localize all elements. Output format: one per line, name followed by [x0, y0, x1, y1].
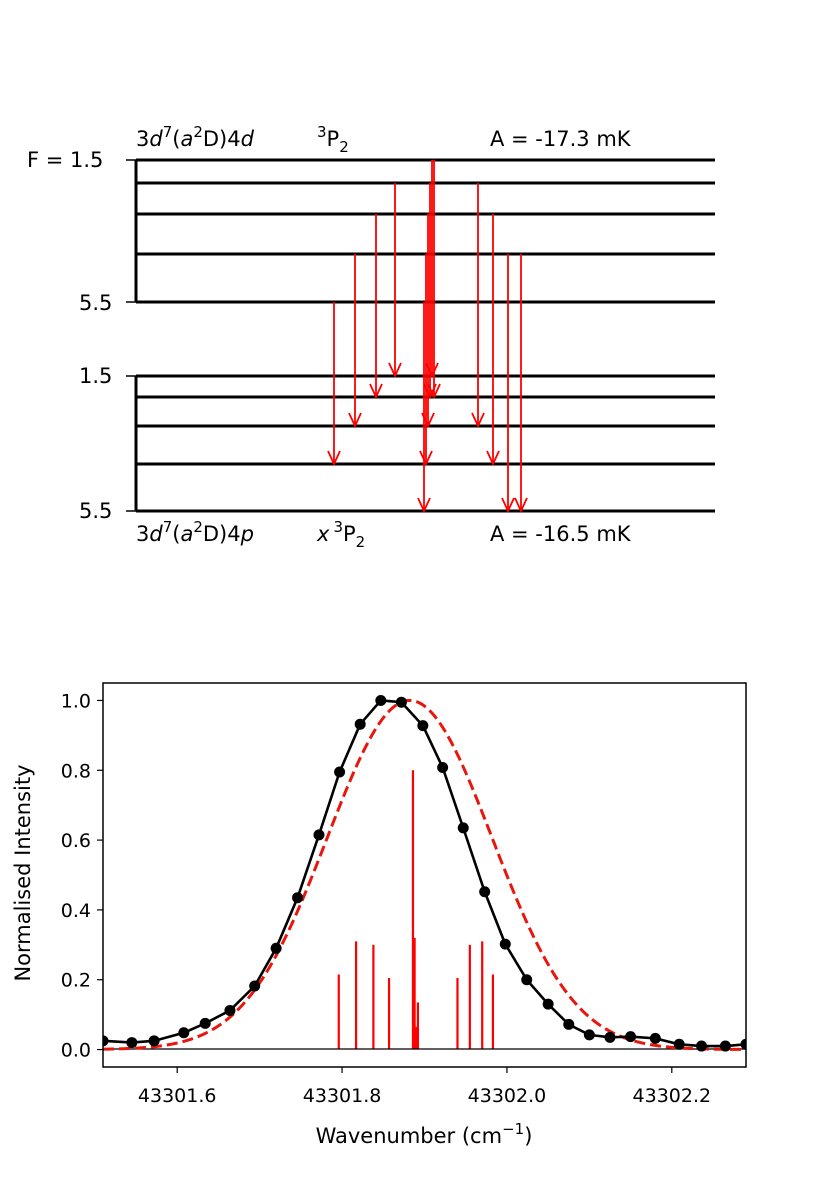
transition-arrow [327, 302, 341, 467]
y-tick-label: 1.0 [61, 690, 91, 712]
transition-arrow [348, 254, 362, 429]
data-point [375, 694, 387, 706]
fit-curve [103, 698, 746, 1051]
data-point [499, 938, 511, 950]
y-tick-label: 0.6 [61, 830, 91, 852]
x-tick-label: 43302.0 [468, 1085, 547, 1107]
transition-arrow [369, 214, 383, 400]
data-point [625, 1031, 637, 1043]
data-point [199, 1017, 211, 1029]
transition-arrow [388, 183, 402, 379]
data-point [249, 980, 261, 992]
data-point [224, 1004, 236, 1016]
data-point [270, 942, 282, 954]
data-point [719, 1040, 731, 1052]
upper-f-bottom-label: 5.5 [79, 291, 112, 315]
plot-frame [102, 682, 747, 1068]
spectrum-plot: 43301.6 43301.8 43302.0 43302.2 0.00.20.40.… [11, 682, 747, 1148]
y-tick-label: 0.2 [61, 970, 91, 992]
upper-f-top-label: F = 1.5 [27, 148, 103, 172]
data-point [649, 1032, 661, 1044]
data-point [354, 718, 366, 730]
stick-spectrum [337, 770, 495, 1050]
y-tick-label: 0.8 [61, 760, 91, 782]
lower-f-bottom-label: 5.5 [79, 499, 112, 523]
transition-arrow [421, 214, 435, 429]
data-point [457, 822, 469, 834]
transition-arrow [425, 160, 439, 379]
x-tick-label: 43301.8 [303, 1085, 382, 1107]
upper-hfs-constant: A = -17.3 mK [490, 127, 632, 151]
x-axis-label-sup: −1 [502, 1120, 524, 1138]
data-point [126, 1037, 138, 1049]
x-axis-ticks: 43301.6 43301.8 43302.0 43302.2 [138, 1067, 711, 1107]
transition-arrow [427, 160, 441, 400]
y-axis-label: Normalised Intensity [11, 764, 35, 981]
x-tick-label: 43301.6 [138, 1085, 217, 1107]
x-axis-label-end: ) [524, 1124, 532, 1148]
data-point [417, 720, 429, 732]
lower-hfs-constant: A = -16.5 mK [490, 522, 632, 546]
lower-term-label: x 3P2 [316, 518, 365, 551]
data-point [583, 1029, 595, 1041]
transition-arrow [419, 254, 433, 467]
upper-configuration-label: 3d7(a2D)4d [136, 123, 255, 151]
data-point [334, 766, 346, 778]
data-point [313, 829, 325, 841]
upper-term-label: 3P2 [317, 123, 349, 156]
data-layer [103, 694, 746, 1052]
lower-configuration-label: 3d7(a2D)4p [136, 518, 254, 546]
y-axis-ticks: 0.0 0.2 0.4 0.6 0.8 1.0 [61, 690, 103, 1062]
data-point [437, 761, 449, 773]
y-tick-label: 0.4 [61, 900, 91, 922]
data-point [563, 1018, 575, 1030]
transition-arrow [486, 214, 500, 467]
transition-arrow [471, 183, 485, 429]
x-axis-label-main: Wavenumber (cm [316, 1124, 502, 1148]
data-point [542, 998, 554, 1010]
data-point [604, 1031, 616, 1043]
data-point [148, 1035, 160, 1047]
transition-arrows [327, 160, 528, 514]
lower-f-top-label: 1.5 [79, 364, 112, 388]
data-point [292, 892, 304, 904]
x-tick-label: 43302.2 [633, 1085, 712, 1107]
data-point [395, 696, 407, 708]
transition-arrow [501, 254, 515, 514]
data-point [695, 1040, 707, 1052]
data-point [479, 886, 491, 898]
fit-layer [103, 698, 746, 1051]
data-point [103, 1035, 109, 1047]
y-tick-label: 0.0 [61, 1040, 91, 1062]
data-point [178, 1027, 190, 1039]
transition-arrow [514, 254, 528, 514]
x-axis-label: Wavenumber (cm−1) [316, 1120, 533, 1148]
data-point [673, 1038, 685, 1050]
data-point [740, 1038, 746, 1050]
energy-level-diagram: 3d7(a2D)4d 3P2 A = -17.3 mK F = 1.5 5.5 … [27, 123, 715, 551]
transition-arrow [417, 302, 431, 514]
data-point [521, 974, 533, 986]
